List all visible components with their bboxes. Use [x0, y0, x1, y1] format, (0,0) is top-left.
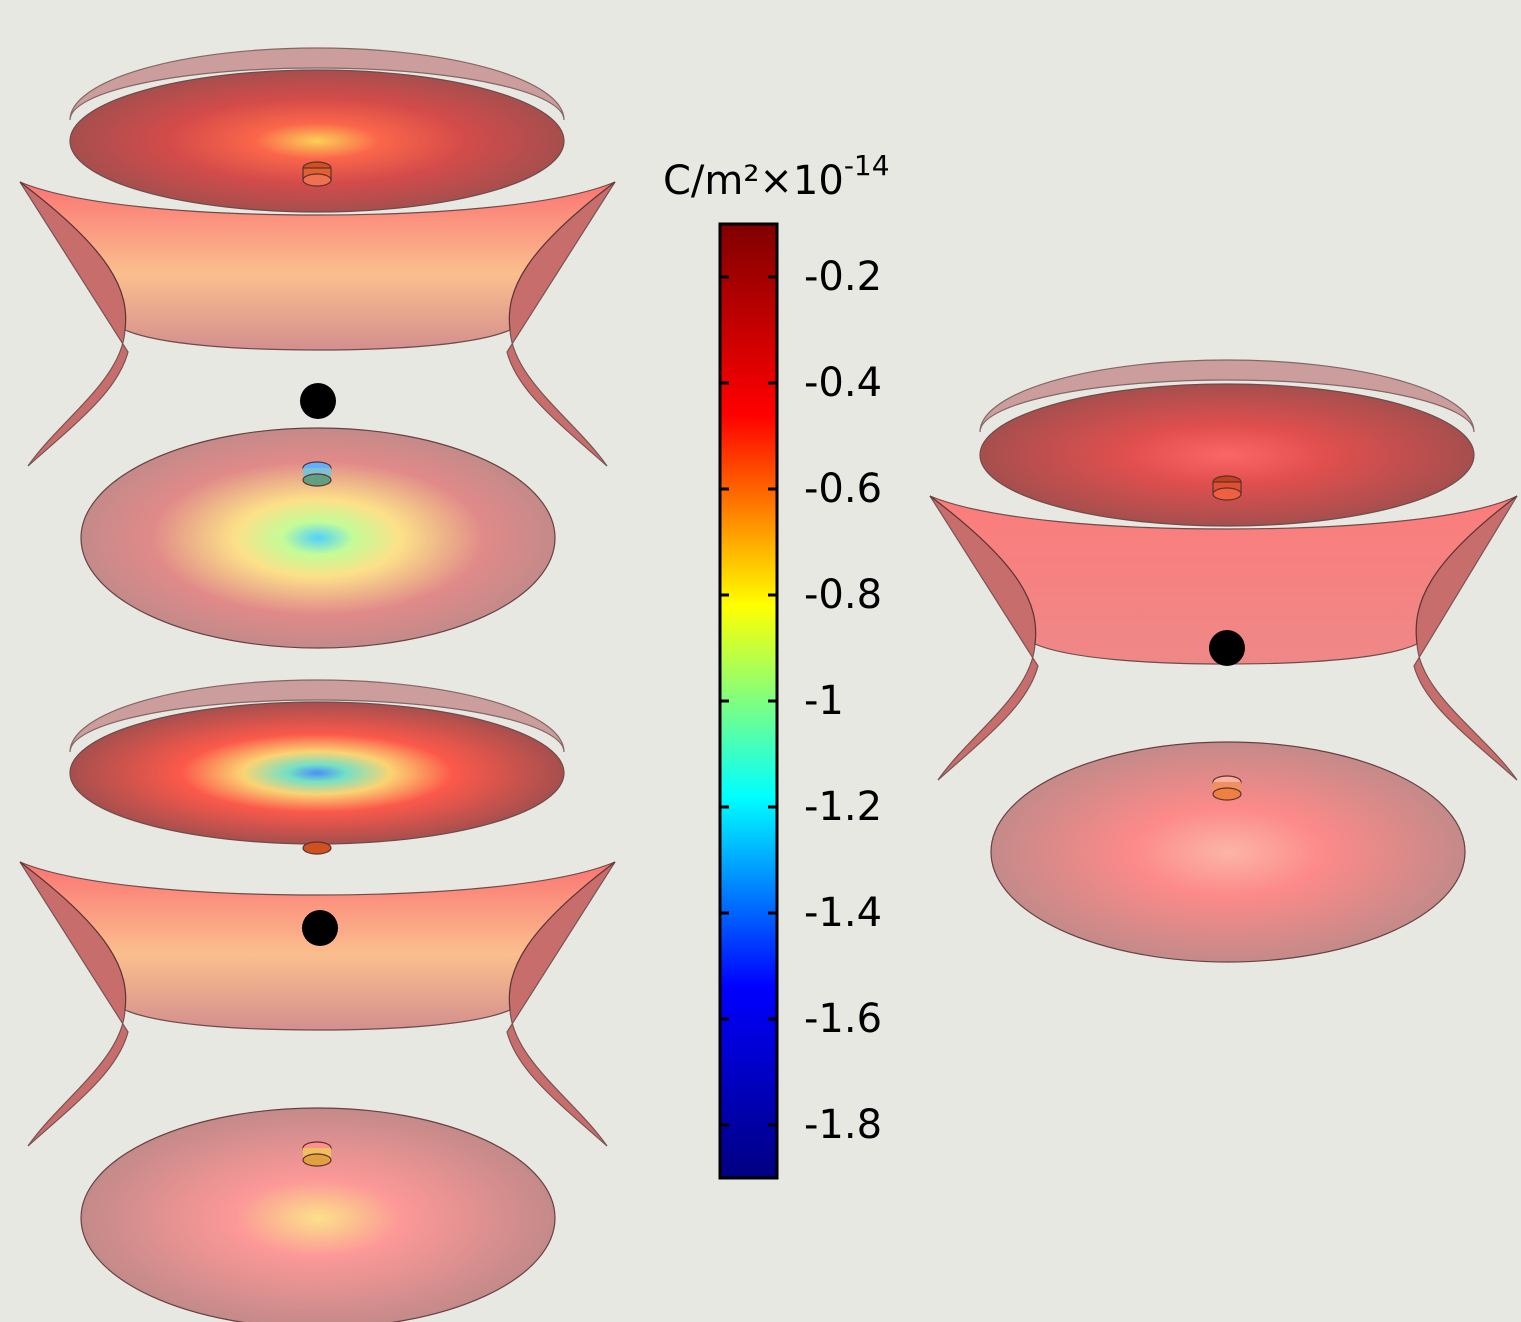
tick-label: -0.6 — [804, 466, 882, 512]
colorbar-unit: C/m²×10-14 — [663, 149, 890, 204]
vessel — [20, 48, 615, 648]
marker — [300, 383, 336, 419]
tick-label: -1.4 — [804, 890, 882, 936]
tick-label: -1.6 — [804, 996, 882, 1042]
tick-label: -1 — [804, 678, 844, 724]
marker — [302, 910, 338, 946]
marker — [1209, 630, 1245, 666]
figure: C/m²×10-14 -0.2 -0.4 -0.6 -0.8 -1 -1.2 -1.4 -1.… — [0, 0, 1521, 1322]
vessel — [20, 680, 615, 1322]
tick-label: -0.4 — [804, 360, 882, 406]
tick-label: -1.2 — [804, 784, 882, 830]
unit-base: C/m²×10 — [663, 158, 844, 204]
tick-label: -0.2 — [804, 254, 882, 300]
tick-label: -0.8 — [804, 572, 882, 618]
tick-label: -1.8 — [804, 1102, 882, 1148]
unit-exponent: -14 — [844, 149, 890, 182]
